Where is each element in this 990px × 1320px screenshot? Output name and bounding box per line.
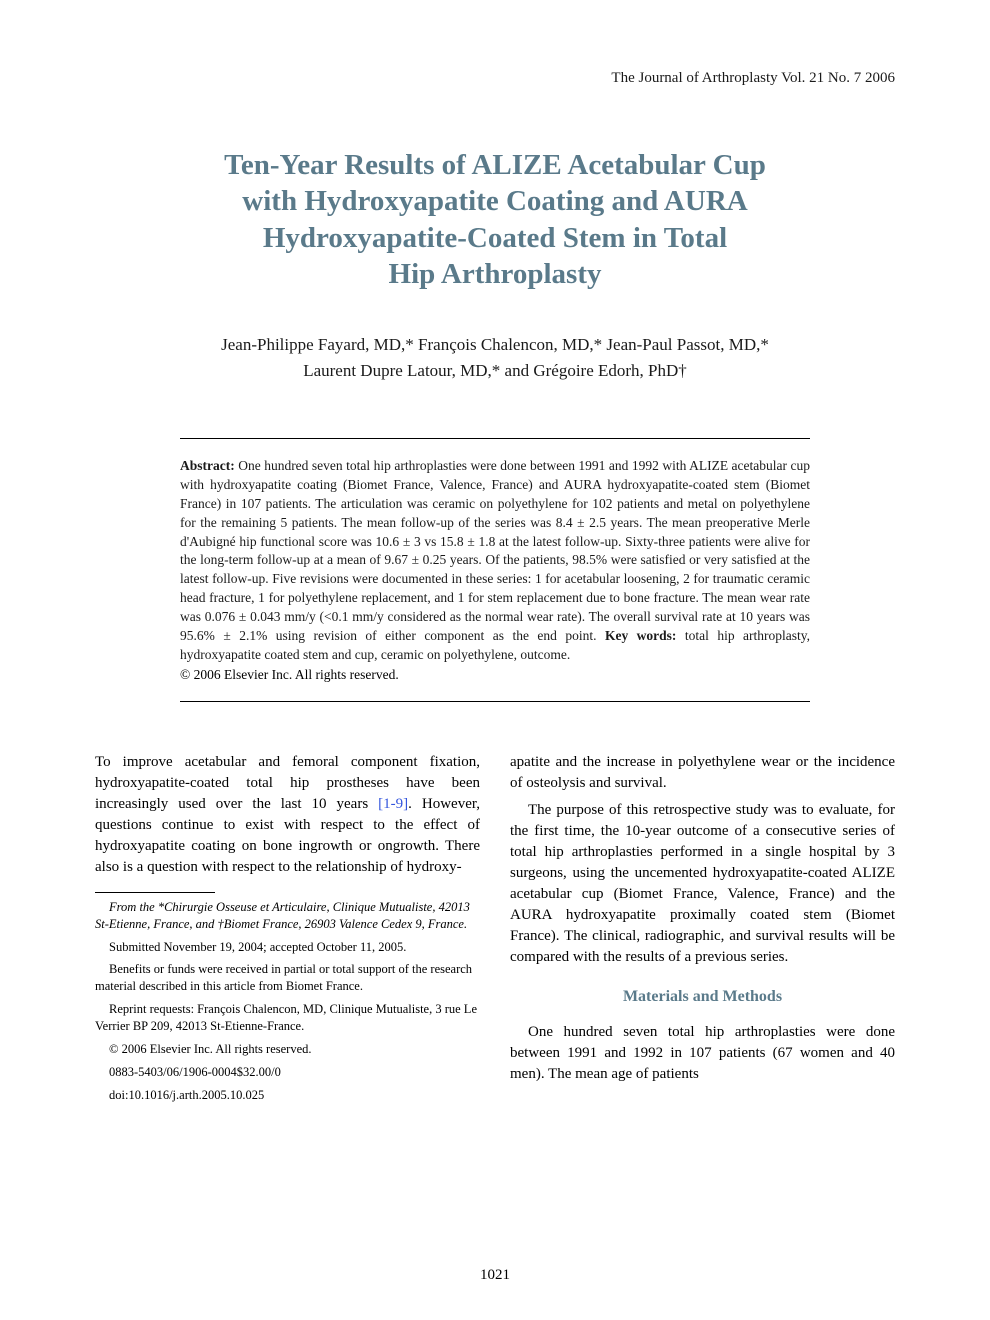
title-line: Hydroxyapatite-Coated Stem in Total	[263, 222, 727, 254]
body-paragraph: One hundred seven total hip arthroplasti…	[510, 1022, 895, 1085]
footnote-benefits: Benefits or funds were received in parti…	[95, 961, 480, 995]
abstract-block: Abstract: One hundred seven total hip ar…	[180, 438, 810, 702]
abstract-label: Abstract:	[180, 458, 235, 473]
title-line: Hip Arthroplasty	[389, 258, 602, 290]
footnote-affiliation: From the *Chirurgie Osseuse et Articulai…	[95, 899, 480, 933]
keywords-label: Key words:	[605, 628, 676, 643]
footnote-submitted: Submitted November 19, 2004; accepted Oc…	[95, 939, 480, 956]
footnote-separator	[95, 892, 215, 893]
body-columns: To improve acetabular and femoral compon…	[95, 752, 895, 1110]
body-paragraph: The purpose of this retrospective study …	[510, 800, 895, 968]
left-column: To improve acetabular and femoral compon…	[95, 752, 480, 1110]
journal-header: The Journal of Arthroplasty Vol. 21 No. …	[95, 70, 895, 87]
body-paragraph: apatite and the increase in polyethylene…	[510, 752, 895, 794]
right-column: apatite and the increase in polyethylene…	[510, 752, 895, 1110]
abstract-text: Abstract: One hundred seven total hip ar…	[180, 457, 810, 665]
footnote-doi: doi:10.1016/j.arth.2005.10.025	[95, 1087, 480, 1104]
footnote-reprint: Reprint requests: François Chalencon, MD…	[95, 1001, 480, 1035]
body-paragraph: To improve acetabular and femoral compon…	[95, 752, 480, 878]
page-container: The Journal of Arthroplasty Vol. 21 No. …	[0, 0, 990, 1160]
abstract-body: One hundred seven total hip arthroplasti…	[180, 458, 810, 643]
title-line: Ten-Year Results of ALIZE Acetabular Cup	[224, 149, 766, 181]
authors-line: Jean-Philippe Fayard, MD,* François Chal…	[221, 335, 769, 354]
footnote-copyright: © 2006 Elsevier Inc. All rights reserved…	[95, 1041, 480, 1058]
authors-block: Jean-Philippe Fayard, MD,* François Chal…	[95, 332, 895, 383]
reference-link[interactable]: [1-9]	[378, 796, 408, 812]
article-title: Ten-Year Results of ALIZE Acetabular Cup…	[115, 147, 875, 292]
title-line: with Hydroxyapatite Coating and AURA	[242, 185, 747, 217]
footnotes-block: From the *Chirurgie Osseuse et Articulai…	[95, 899, 480, 1104]
footnote-code: 0883-5403/06/1906-0004$32.00/0	[95, 1064, 480, 1081]
authors-line: Laurent Dupre Latour, MD,* and Grégoire …	[303, 361, 687, 380]
abstract-copyright: © 2006 Elsevier Inc. All rights reserved…	[180, 667, 810, 683]
page-number: 1021	[0, 1267, 990, 1284]
section-heading-materials: Materials and Methods	[510, 986, 895, 1008]
